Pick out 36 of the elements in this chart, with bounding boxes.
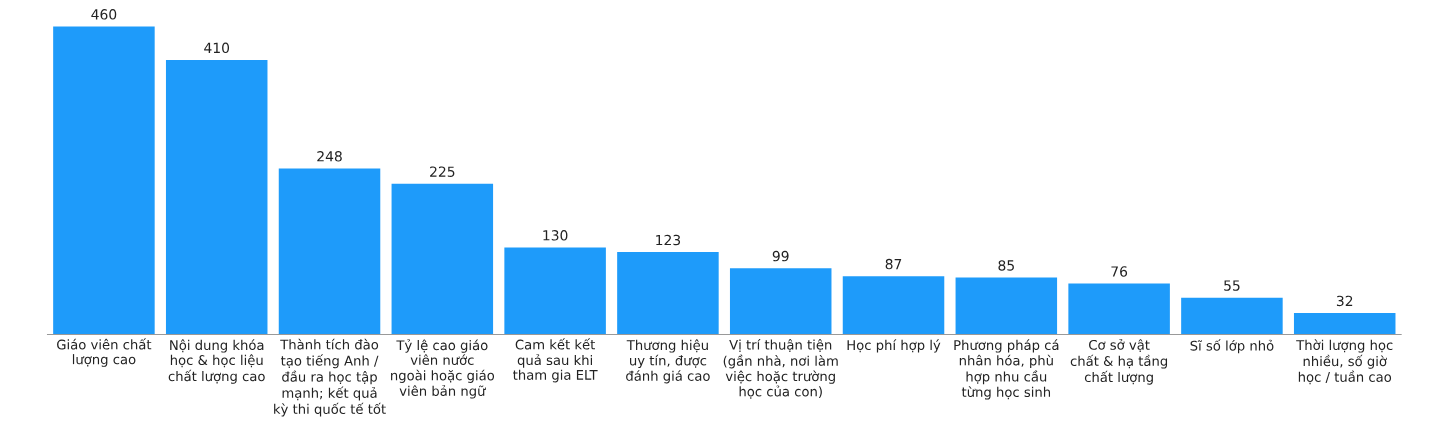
data-label: 410	[204, 42, 230, 54]
bar	[842, 276, 945, 335]
bar	[729, 268, 832, 335]
bar	[1068, 283, 1170, 335]
x-tick-label: Thương hiệu uy tín, được đánh giá cao	[626, 339, 710, 384]
bar	[1181, 297, 1283, 335]
data-label: 130	[543, 230, 568, 241]
data-label: 99	[772, 250, 789, 262]
x-tick-label: Sĩ số lớp nhỏ	[1190, 339, 1274, 354]
x-tick-label: Giáo viên chất lượng cao	[57, 338, 152, 367]
bar	[1293, 313, 1396, 335]
x-tick-label: Thời lượng học nhiều, số giờ học / tuần cao	[1296, 339, 1393, 385]
bar	[53, 26, 155, 335]
data-label: 32	[1336, 295, 1353, 307]
data-label: 225	[430, 166, 455, 177]
data-label: 460	[91, 9, 117, 20]
data-label: 87	[885, 258, 902, 270]
x-tick-label: Phương pháp cá nhân hóa, phù hợp nhu cầu từng học sinh	[954, 339, 1059, 400]
data-label: 55	[1224, 280, 1240, 291]
x-tick-label: Thành tích đào tạo tiếng Anh / đầu ra học tập mạnh; kết quả kỳ thi quốc tế tốt	[274, 338, 386, 417]
bar	[165, 59, 268, 335]
data-label: 85	[998, 260, 1014, 271]
x-tick-label: Cơ sở vật chất & hạ tầng chất lượng	[1070, 339, 1168, 385]
data-label: 76	[1111, 266, 1128, 277]
x-tick-label: Tỷ lệ cao giáo viên nước ngoài hoặc giáo viên bản ngữ	[391, 339, 495, 399]
x-tick-label: Học phí hợp lý	[847, 339, 941, 353]
bar	[955, 277, 1058, 335]
data-label: 123	[656, 234, 681, 246]
x-tick-label: Nội dung khóa học & học liệu chất lượng cao	[168, 339, 265, 384]
x-tick-label: Cam kết kết quả sau khi tham gia ELT	[513, 338, 598, 383]
bar	[504, 247, 606, 335]
x-tick-label: Vị trí thuận tiện (gần nhà, nơi làm việc hoặc trường học của con)	[723, 339, 838, 399]
data-label: 248	[317, 151, 342, 162]
bar	[391, 183, 494, 335]
bar	[617, 252, 719, 335]
bar	[278, 168, 381, 335]
